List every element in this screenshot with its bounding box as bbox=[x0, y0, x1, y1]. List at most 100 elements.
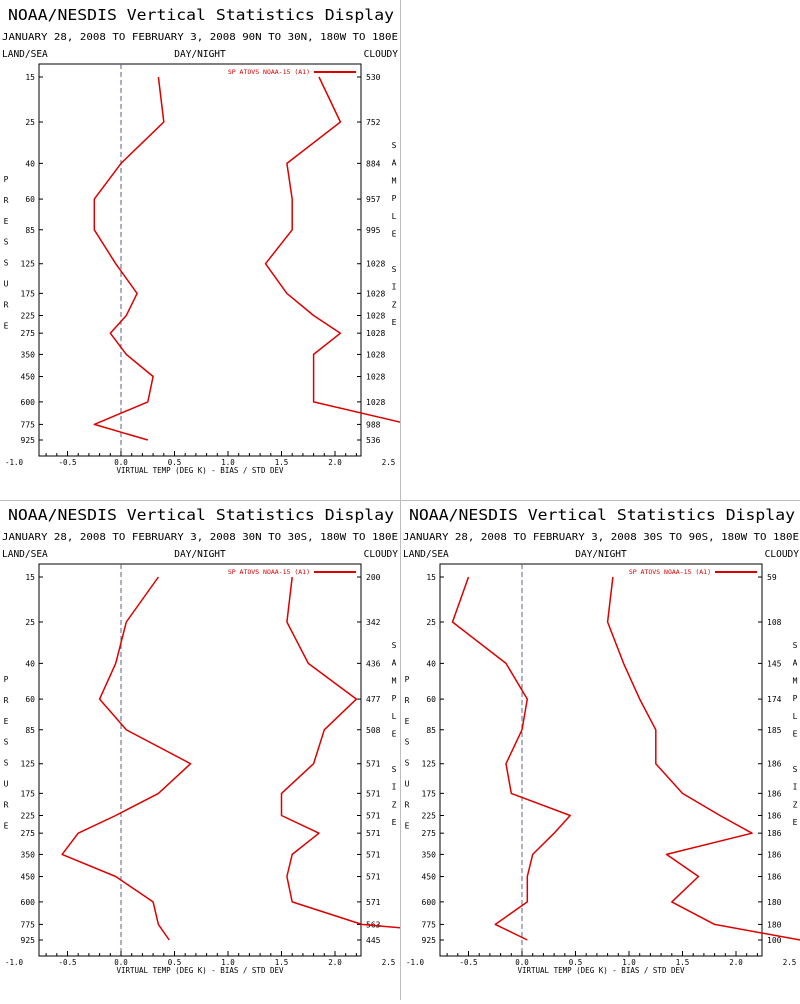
sample-size-label: 1028 bbox=[366, 260, 385, 269]
cloudy-label: CLOUDY bbox=[364, 49, 399, 60]
sample-size-axis-letter: S bbox=[392, 641, 397, 650]
pressure-axis-letter: E bbox=[4, 217, 9, 226]
chart-30s-90s: NOAA/NESDIS Vertical Statistics Display J… bbox=[403, 506, 800, 975]
pressure-axis-letter: E bbox=[405, 821, 410, 830]
sample-size-axis-letter: M bbox=[392, 676, 397, 685]
pressure-level-label: 600 bbox=[21, 398, 36, 407]
chart-panel-2: NOAA/NESDIS Vertical Statistics Display J… bbox=[0, 500, 556, 1000]
sample-size-label: 145 bbox=[767, 659, 782, 668]
pressure-level-label: 125 bbox=[422, 760, 437, 769]
x-tick-label: -1.0 bbox=[406, 958, 425, 967]
sample-size-label: 508 bbox=[366, 726, 381, 735]
x-tick-label: 1.0 bbox=[622, 958, 636, 967]
pressure-axis-letter: E bbox=[4, 717, 9, 726]
sample-size-axis-letter: E bbox=[793, 818, 798, 827]
sample-size-axis-letter: M bbox=[392, 176, 397, 185]
chart-title: NOAA/NESDIS Vertical Statistics Display bbox=[8, 506, 394, 524]
sample-size-axis-letter: L bbox=[392, 212, 397, 221]
std-dev-series-line bbox=[606, 576, 800, 941]
sample-size-label: 200 bbox=[366, 573, 381, 582]
sample-size-label: 186 bbox=[767, 850, 782, 859]
sample-size-label: 436 bbox=[366, 659, 381, 668]
x-tick-label: 0.5 bbox=[168, 958, 182, 967]
pressure-level-label: 450 bbox=[21, 873, 36, 882]
pressure-level-label: 60 bbox=[426, 695, 436, 704]
legend-label: SP ATOVS NOAA-15 (A1) bbox=[228, 568, 310, 576]
sample-size-axis-letter: E bbox=[392, 818, 397, 827]
pressure-level-label: 275 bbox=[422, 829, 437, 838]
x-tick-label: 2.0 bbox=[328, 958, 342, 967]
sample-size-axis-letter: P bbox=[392, 194, 397, 203]
pressure-level-label: 175 bbox=[422, 789, 437, 798]
empty-panel bbox=[401, 0, 800, 500]
sample-size-axis-letter: E bbox=[392, 230, 397, 239]
sample-size-label: 571 bbox=[366, 811, 381, 820]
pressure-axis-letter: E bbox=[405, 717, 410, 726]
sample-size-label: 477 bbox=[366, 695, 381, 704]
sample-size-axis-letter: S bbox=[392, 765, 397, 774]
sample-size-label: 1028 bbox=[366, 329, 385, 338]
chart-title: NOAA/NESDIS Vertical Statistics Display bbox=[409, 506, 795, 524]
x-tick-label: 2.5 bbox=[783, 958, 797, 967]
legend-label: SP ATOVS NOAA-15 (A1) bbox=[629, 568, 711, 576]
chart-90n-30n: NOAA/NESDIS Vertical Statistics Display J… bbox=[2, 6, 556, 475]
x-tick-label: 2.5 bbox=[382, 958, 396, 967]
sample-size-axis-letter: I bbox=[392, 283, 397, 292]
pressure-axis-letter: P bbox=[405, 675, 410, 684]
day-night-label: DAY/NIGHT bbox=[174, 549, 226, 560]
sample-size-label: 174 bbox=[767, 695, 782, 704]
x-tick-label: 2.0 bbox=[328, 458, 342, 467]
x-tick-label: 0.0 bbox=[114, 458, 128, 467]
pressure-level-label: 775 bbox=[21, 420, 36, 429]
std-dev-series-line bbox=[280, 576, 539, 941]
sample-size-axis-letter: A bbox=[392, 159, 397, 168]
pressure-level-label: 225 bbox=[21, 311, 36, 320]
chart-subtitle: JANUARY 28, 2008 TO FEBRUARY 3, 2008 30S… bbox=[403, 532, 799, 543]
cloudy-label: CLOUDY bbox=[364, 549, 399, 560]
sample-size-label: 571 bbox=[366, 898, 381, 907]
sample-size-label: 530 bbox=[366, 73, 381, 82]
x-tick-label: 2.5 bbox=[382, 458, 396, 467]
pressure-level-label: 925 bbox=[21, 436, 36, 445]
pressure-axis-letter: U bbox=[405, 780, 410, 789]
pressure-level-label: 60 bbox=[25, 195, 35, 204]
sample-size-axis-letter: S bbox=[392, 265, 397, 274]
pressure-level-label: 15 bbox=[25, 73, 35, 82]
sample-size-axis-letter: I bbox=[793, 783, 798, 792]
sample-size-axis-letter: S bbox=[392, 141, 397, 150]
sample-size-label: 988 bbox=[366, 420, 381, 429]
sample-size-label: 186 bbox=[767, 811, 782, 820]
sample-size-axis-letter: A bbox=[793, 659, 798, 668]
pressure-axis-letter: R bbox=[405, 800, 410, 809]
sample-size-label: 571 bbox=[366, 829, 381, 838]
x-tick-label: -0.5 bbox=[58, 458, 76, 467]
sample-size-label: 186 bbox=[767, 760, 782, 769]
pressure-level-label: 350 bbox=[21, 350, 36, 359]
x-tick-label: -1.0 bbox=[5, 958, 24, 967]
sample-size-label: 108 bbox=[767, 618, 782, 627]
sample-size-label: 1028 bbox=[366, 398, 385, 407]
pressure-axis-letter: U bbox=[4, 280, 9, 289]
pressure-level-label: 600 bbox=[422, 898, 437, 907]
sample-size-label: 186 bbox=[767, 873, 782, 882]
sample-size-axis-letter: Z bbox=[392, 800, 397, 809]
sample-size-label: 186 bbox=[767, 829, 782, 838]
sample-size-axis-letter: E bbox=[793, 730, 798, 739]
sample-size-label: 186 bbox=[767, 789, 782, 798]
land-sea-label: LAND/SEA bbox=[2, 549, 48, 560]
pressure-level-label: 275 bbox=[21, 829, 36, 838]
sample-size-axis-letter: S bbox=[793, 765, 798, 774]
chart-title: NOAA/NESDIS Vertical Statistics Display bbox=[8, 6, 394, 24]
pressure-axis-letter: S bbox=[4, 738, 9, 747]
pressure-axis-letter: U bbox=[4, 780, 9, 789]
sample-size-axis-letter: L bbox=[793, 712, 798, 721]
chart-subtitle: JANUARY 28, 2008 TO FEBRUARY 3, 2008 30N… bbox=[2, 532, 398, 543]
x-axis-label: VIRTUAL TEMP (DEG K) - BIAS / STD DEV bbox=[116, 966, 284, 975]
x-tick-label: 2.0 bbox=[729, 958, 743, 967]
pressure-level-label: 175 bbox=[21, 289, 36, 298]
pressure-level-label: 25 bbox=[25, 618, 35, 627]
pressure-axis-letter: R bbox=[405, 696, 410, 705]
sample-size-label: 995 bbox=[366, 226, 381, 235]
x-tick-label: 0.5 bbox=[168, 458, 182, 467]
x-tick-label: 1.5 bbox=[676, 958, 690, 967]
